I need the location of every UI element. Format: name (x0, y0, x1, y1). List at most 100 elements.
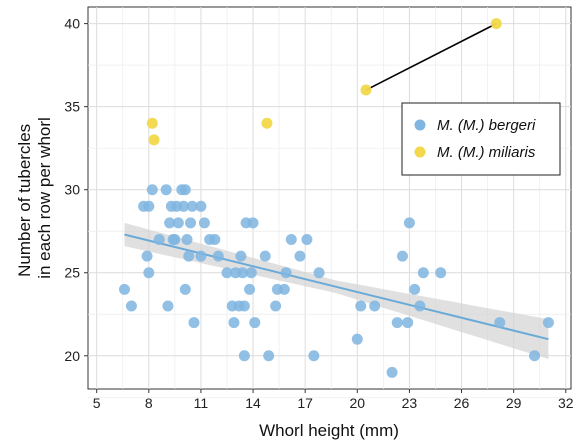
x-tick-label: 8 (145, 395, 153, 411)
data-point-bergeri (386, 366, 398, 378)
data-point-bergeri (169, 234, 181, 246)
data-point-bergeri (238, 350, 250, 362)
x-axis-ticks: 5 8 11 14 17 20 23 26 29 32 (93, 389, 574, 411)
data-point-bergeri (185, 217, 197, 229)
data-point-bergeri (313, 267, 325, 279)
x-tick-label: 5 (93, 395, 101, 411)
data-point-bergeri (212, 250, 224, 262)
data-point-bergeri (280, 267, 292, 279)
y-tick-label: 25 (64, 265, 80, 281)
data-point-bergeri (542, 317, 554, 329)
y-tick-label: 30 (64, 182, 80, 198)
data-point-bergeri (244, 283, 256, 295)
data-point-bergeri (396, 250, 408, 262)
data-point-bergeri (294, 250, 306, 262)
data-point-miliaris (148, 134, 160, 146)
trend-line-layer (124, 22, 549, 341)
x-tick-label: 32 (558, 395, 574, 411)
data-point-bergeri (351, 333, 363, 345)
legend-label-bergeri: M. (M.) bergeri (437, 117, 536, 134)
data-point-bergeri (247, 217, 259, 229)
y-tick-label: 20 (64, 348, 80, 364)
y-tick-label: 35 (64, 99, 80, 115)
x-axis-title: Whorl height (mm) (259, 421, 399, 440)
data-point-bergeri (278, 283, 290, 295)
x-tick-label: 23 (402, 395, 418, 411)
data-point-bergeri (263, 350, 275, 362)
data-point-bergeri (195, 250, 207, 262)
data-point-bergeri (164, 217, 176, 229)
x-tick-label: 14 (245, 395, 261, 411)
data-point-bergeri (198, 217, 210, 229)
data-point-bergeri (308, 350, 320, 362)
data-point-bergeri (179, 283, 191, 295)
y-axis-title-line-2: in each row per whorl (35, 117, 54, 279)
legend-box (401, 102, 561, 176)
data-points-layer (118, 18, 554, 378)
data-point-bergeri (125, 300, 137, 312)
data-point-bergeri (153, 234, 165, 246)
x-tick-label: 29 (506, 395, 522, 411)
data-point-miliaris (146, 117, 158, 129)
data-point-bergeri (435, 267, 447, 279)
y-tick-label: 40 (64, 16, 80, 32)
data-point-bergeri (141, 250, 153, 262)
data-point-bergeri (188, 317, 200, 329)
data-point-bergeri (146, 184, 158, 196)
data-point-bergeri (181, 234, 193, 246)
data-point-bergeri (235, 250, 247, 262)
data-point-bergeri (221, 267, 233, 279)
data-point-bergeri (249, 317, 261, 329)
data-point-bergeri (494, 317, 506, 329)
y-axis-title-line-1: Number of tubercles (15, 124, 34, 277)
x-tick-label: 11 (194, 395, 209, 411)
data-point-bergeri (403, 217, 415, 229)
y-axis-title: Number of tubercles in each row per whor… (15, 117, 54, 279)
data-point-bergeri (238, 300, 250, 312)
data-point-miliaris (360, 84, 372, 96)
trend-line (124, 233, 549, 341)
data-point-bergeri (355, 300, 367, 312)
data-point-bergeri (209, 234, 221, 246)
legend: M. (M.) bergeri M. (M.) miliaris (401, 102, 561, 176)
data-point-bergeri (369, 300, 381, 312)
data-point-bergeri (237, 267, 249, 279)
data-point-bergeri (301, 234, 313, 246)
data-point-bergeri (179, 184, 191, 196)
data-point-bergeri (402, 317, 414, 329)
x-tick-label: 26 (454, 395, 470, 411)
confidence-band (124, 222, 549, 360)
data-point-bergeri (529, 350, 541, 362)
data-point-bergeri (245, 267, 257, 279)
legend-label-miliaris: M. (M.) miliaris (437, 144, 536, 161)
data-point-bergeri (172, 217, 184, 229)
data-point-bergeri (417, 267, 429, 279)
data-point-bergeri (409, 283, 421, 295)
x-tick-label: 20 (350, 395, 366, 411)
data-point-bergeri (391, 317, 403, 329)
data-point-bergeri (178, 200, 190, 212)
y-axis-ticks: 20 25 30 35 40 (64, 16, 88, 364)
legend-key-miliaris (414, 146, 426, 158)
data-point-bergeri (228, 317, 240, 329)
data-point-bergeri (160, 184, 172, 196)
data-point-bergeri (259, 250, 271, 262)
data-point-bergeri (195, 200, 207, 212)
data-point-bergeri (270, 300, 282, 312)
data-point-miliaris (490, 18, 502, 30)
data-point-miliaris (261, 117, 273, 129)
x-tick-label: 17 (297, 395, 313, 411)
data-point-bergeri (285, 234, 297, 246)
data-point-bergeri (186, 200, 198, 212)
miliaris-connector-line (365, 22, 497, 91)
data-point-bergeri (143, 200, 155, 212)
confidence-band-layer (124, 222, 549, 360)
data-point-bergeri (143, 267, 155, 279)
data-point-bergeri (183, 250, 195, 262)
data-point-bergeri (162, 300, 174, 312)
data-point-bergeri (414, 300, 426, 312)
legend-key-bergeri (414, 119, 426, 131)
data-point-bergeri (118, 283, 130, 295)
